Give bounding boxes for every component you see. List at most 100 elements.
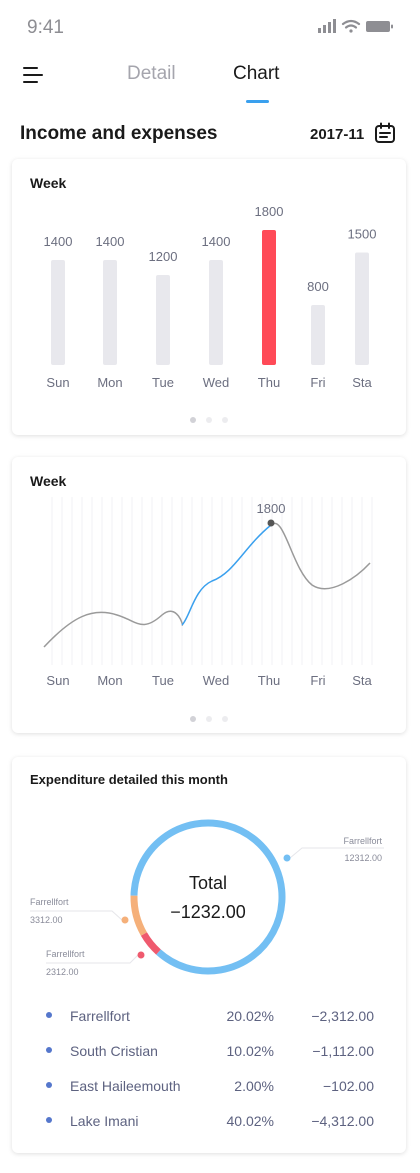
callout-line [30,910,123,921]
legend-row[interactable]: East Haileemouth 2.00% −102.00 [12,1075,406,1099]
callout-label: Farrellfort [343,836,382,846]
donut-chart: Total −1232.00 Farrellfort 12312.00 Farrellf… [30,819,384,977]
line-category-label: Sun [46,673,69,688]
bar-wed[interactable] [209,260,223,365]
donut-slice-farrellfort-2[interactable] [130,895,148,936]
peak-point[interactable] [267,519,275,527]
line-category-label: Fri [310,673,325,688]
pager-dot[interactable] [190,716,196,722]
bar-value-label: 1200 [149,249,178,264]
donut-slice-farrellfort-1[interactable] [130,819,286,975]
legend-name: East Haileemouth [70,1078,181,1094]
line-category-label: Wed [203,673,230,688]
legend-row[interactable]: South Cristian 10.02% −1,112.00 [12,1040,406,1064]
bar-value-label: 1400 [44,234,73,249]
line-chart-pager[interactable] [12,709,406,722]
tab-detail[interactable]: Detail [127,63,176,84]
top-nav: Detail Chart [0,55,420,105]
callout-line [46,954,139,964]
bar-tue[interactable] [156,275,170,365]
legend-percent: 40.02% [226,1113,274,1129]
pager-dot[interactable] [190,417,196,423]
bar-category-label: Thu [258,375,280,390]
callout-value: 2312.00 [46,967,79,977]
menu-icon[interactable] [22,63,46,87]
callout-value: 3312.00 [30,915,63,925]
pager-dot[interactable] [206,716,212,722]
legend-dot [46,1117,52,1123]
legend-percent: 10.02% [226,1043,274,1059]
bar-category-label: Wed [203,375,230,390]
legend-percent: 2.00% [234,1078,274,1094]
line-series-segment [270,522,371,590]
line-chart: 1800 Sun Mon Tue Wed Thu Fri Sta [43,497,373,688]
bar-value-label: 1400 [202,234,231,249]
legend-dot [46,1012,52,1018]
line-series-segment [43,610,184,648]
line-chart-title: Week [30,473,67,489]
donut-center-value: −1232.00 [170,902,246,922]
line-series-highlight [181,524,272,626]
bar-sta[interactable] [355,252,369,366]
bar-chart-card: Week 1400 Sun 1400 Mon 1200 Tue 1400 Wed 1800 Thu… [12,159,406,435]
bar-mon[interactable] [103,260,117,365]
legend-name: Farrellfort [70,1008,130,1024]
line-chart-card: Week 1800 Sun Mon Tue Wed Thu Fri Sta [12,457,406,733]
line-category-label: Mon [97,673,122,688]
peak-value-label: 1800 [257,501,286,516]
legend-name: Lake Imani [70,1113,139,1129]
legend-name: South Cristian [70,1043,158,1059]
legend-percent: 20.02% [226,1008,274,1024]
callout-dot [121,916,129,924]
bar-value-label: 1500 [348,227,377,242]
expenditure-card: Expenditure detailed this month Total −12… [12,757,406,1153]
callout-value: 12312.00 [344,853,382,863]
line-category-label: Sta [352,673,372,688]
bar-sun[interactable] [51,260,65,365]
status-time: 9:41 [27,17,64,38]
donut-center-title: Total [189,873,227,893]
legend-amount: −102.00 [323,1078,374,1094]
bar-category-label: Sta [352,375,372,390]
bar-value-label: 1800 [255,204,284,219]
active-tab-indicator [246,100,269,103]
status-icons [318,19,394,38]
callout-label: Farrellfort [46,949,85,959]
bar-category-label: Tue [152,375,174,390]
bar-thu[interactable] [262,230,276,365]
battery-icon [366,21,393,32]
page-title: Income and expenses [20,123,218,144]
date-selector[interactable]: 2017-11 [310,126,365,143]
legend-row[interactable]: Lake Imani 40.02% −4,312.00 [12,1110,406,1134]
bar-value-label: 1400 [96,234,125,249]
legend-amount: −2,312.00 [311,1008,374,1024]
bar-chart-pager[interactable] [12,410,406,423]
pager-dot[interactable] [206,417,212,423]
callout-line [289,847,384,859]
callout-dot [283,854,291,862]
legend-dot [46,1082,52,1088]
pager-dot[interactable] [222,417,228,423]
legend-amount: −1,112.00 [312,1043,374,1059]
bar-chart-title: Week [30,175,67,191]
tab-chart[interactable]: Chart [233,63,280,84]
bar-value-label: 800 [307,279,329,294]
line-category-label: Thu [258,673,280,688]
line-category-label: Tue [152,673,174,688]
status-bar: 9:41 [0,0,420,50]
bar-chart: 1400 Sun 1400 Mon 1200 Tue 1400 Wed 1800 Thu 800 Fr… [44,204,377,390]
expenditure-title: Expenditure detailed this month [30,772,228,787]
donut-slice-farrellfort-3[interactable] [140,932,161,955]
signal-icon [318,19,336,33]
calendar-icon[interactable] [374,122,396,144]
bar-category-label: Sun [46,375,69,390]
bar-fri[interactable] [311,305,325,365]
pager-dot[interactable] [222,716,228,722]
legend-row[interactable]: Farrellfort 20.02% −2,312.00 [12,1005,406,1029]
callout-label: Farrellfort [30,897,69,907]
legend-amount: −4,312.00 [311,1113,374,1129]
bar-category-label: Fri [310,375,325,390]
wifi-icon [341,19,361,33]
legend-dot [46,1047,52,1053]
callout-dot [137,951,145,959]
